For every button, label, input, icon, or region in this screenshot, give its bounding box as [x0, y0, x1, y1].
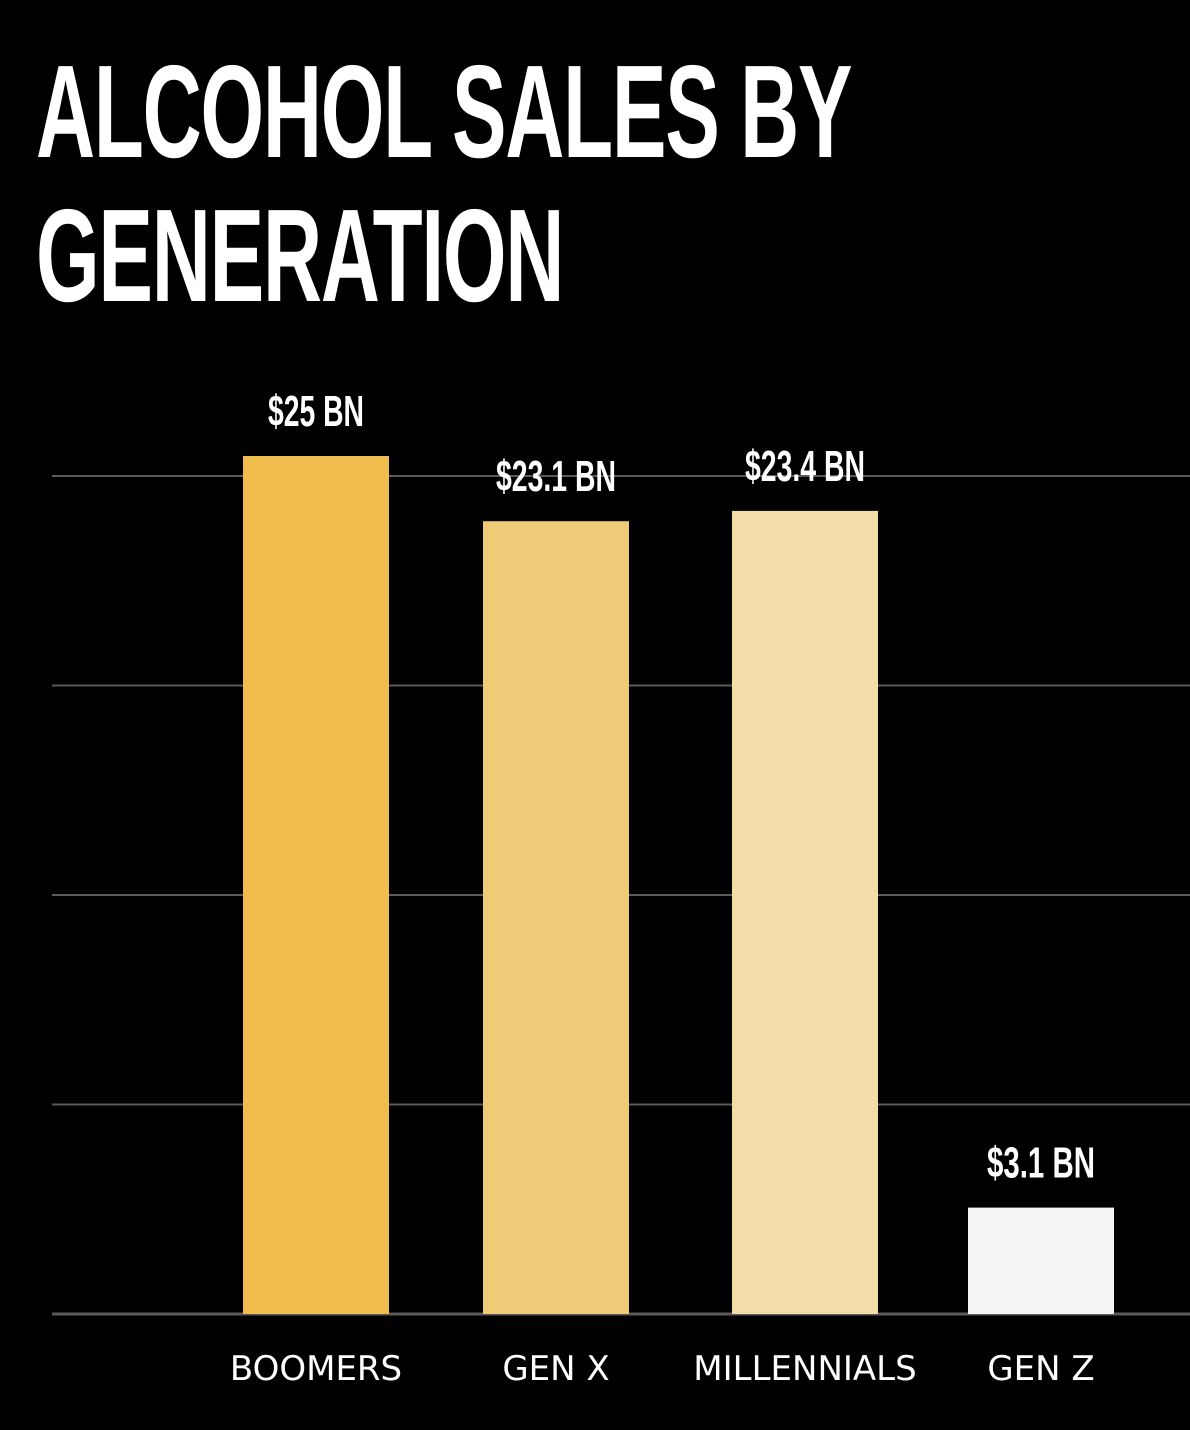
category-label: MILLENNIALS	[693, 1349, 916, 1389]
bar-boomers	[243, 456, 389, 1314]
value-label: $3.1 BN	[987, 1139, 1095, 1188]
bar-gen-x	[483, 521, 629, 1314]
chart-title-line-2: GENERATION	[36, 182, 564, 329]
value-labels: $25 BN $23.1 BN $23.4 BN $3.1 BN	[268, 387, 1095, 1188]
category-label: GEN Z	[987, 1349, 1094, 1389]
value-label: $23.4 BN	[745, 442, 865, 491]
value-label: $25 BN	[268, 387, 364, 436]
bar-millennials	[732, 510, 878, 1314]
value-label: $23.1 BN	[496, 452, 616, 501]
chart-title-line-1: ALCOHOL SALES BY	[36, 38, 853, 185]
bars	[243, 456, 1114, 1314]
category-label: BOOMERS	[230, 1349, 402, 1389]
category-label: GEN X	[502, 1349, 609, 1389]
chart-title: ALCOHOL SALES BY GENERATION	[36, 38, 853, 329]
category-labels: BOOMERS GEN X MILLENNIALS GEN Z	[230, 1349, 1095, 1389]
bar-gen-z	[968, 1207, 1114, 1314]
